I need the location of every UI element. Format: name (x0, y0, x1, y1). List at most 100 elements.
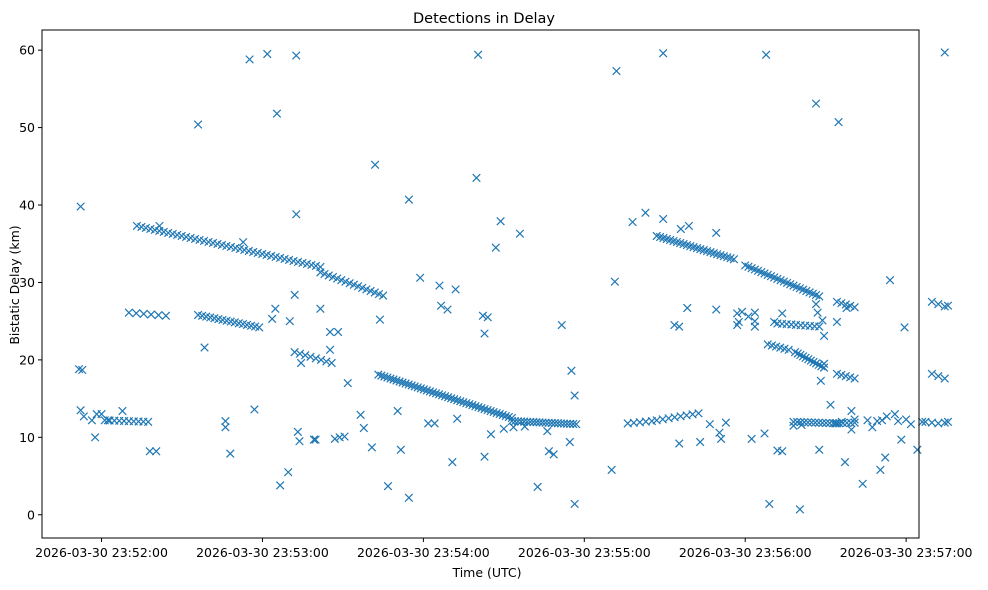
data-point (271, 304, 280, 314)
data-point (934, 299, 943, 309)
data-point (675, 322, 684, 331)
data-point (818, 418, 827, 428)
data-point (940, 418, 949, 427)
data-point (477, 403, 486, 413)
data-point (468, 400, 477, 410)
x-tick-label: 2026-03-30 23:53:00 (196, 545, 329, 560)
data-point (437, 391, 447, 400)
data-point (395, 377, 404, 386)
y-axis-label: Bistatic Delay (km) (7, 225, 22, 344)
data-point (370, 160, 380, 169)
data-point (343, 378, 352, 388)
data-point (221, 416, 230, 426)
data-point (750, 316, 760, 326)
data-point (451, 285, 460, 294)
data-point (389, 375, 398, 384)
data-point (818, 316, 827, 325)
data-point (610, 277, 620, 286)
data-point (74, 364, 84, 374)
data-point (850, 303, 859, 312)
data-point (777, 447, 787, 456)
data-point (124, 308, 134, 317)
data-point (498, 410, 507, 420)
data-point (913, 445, 922, 454)
data-point (712, 305, 721, 314)
data-point (462, 398, 471, 408)
data-point (761, 50, 771, 60)
data-point (413, 383, 423, 392)
data-point (306, 352, 315, 362)
data-point (806, 356, 816, 365)
data-point (139, 309, 148, 319)
data-point (333, 327, 343, 337)
data-point (880, 453, 890, 462)
data-point (430, 419, 439, 428)
data-point (885, 275, 895, 285)
data-point (193, 120, 203, 129)
data-point (443, 393, 453, 402)
data-point (161, 311, 171, 320)
data-point (515, 229, 525, 238)
data-point (765, 499, 774, 509)
data-point (486, 406, 495, 416)
data-point (716, 434, 726, 444)
data-point (295, 436, 304, 446)
data-point (443, 305, 452, 314)
data-point (448, 457, 457, 467)
x-axis: 2026-03-30 23:52:00 2026-03-30 23:53:00 20… (35, 538, 973, 560)
data-point (721, 418, 731, 427)
data-point (814, 360, 824, 370)
data-point (612, 66, 621, 76)
data-point (549, 450, 558, 459)
data-point (404, 493, 414, 502)
data-point (263, 49, 272, 59)
data-point (676, 224, 686, 234)
data-point (396, 445, 406, 454)
x-tick-label: 2026-03-30 23:57:00 (840, 545, 973, 560)
data-point (435, 281, 444, 290)
x-axis-label: Time (UTC) (451, 565, 521, 580)
data-point (245, 55, 254, 64)
data-point (750, 308, 760, 317)
data-point (423, 419, 433, 428)
data-point (715, 428, 724, 437)
data-point (712, 228, 721, 238)
data-point (79, 412, 89, 421)
data-point (325, 345, 335, 355)
data-point (807, 418, 816, 427)
data-point (472, 173, 481, 183)
data-point (419, 385, 429, 394)
plot-area (74, 48, 953, 514)
data-point (491, 243, 501, 252)
data-point (311, 435, 320, 444)
data-point (943, 417, 953, 427)
data-point (570, 391, 579, 400)
data-point (847, 425, 856, 434)
data-point (103, 416, 113, 425)
data-point (658, 214, 668, 224)
data-point (76, 406, 85, 415)
data-point (793, 349, 802, 358)
data-point (480, 404, 489, 414)
data-point (810, 418, 820, 427)
data-point (607, 465, 616, 475)
data-point (796, 350, 805, 360)
y-tick-label: 50 (19, 120, 35, 135)
data-point (567, 366, 576, 375)
data-point (483, 405, 492, 415)
data-point (543, 426, 552, 436)
data-point (393, 406, 402, 416)
data-point (496, 217, 505, 226)
data-point (831, 419, 840, 428)
data-point (501, 411, 511, 421)
data-point (847, 406, 856, 416)
data-point (272, 109, 282, 118)
data-point (309, 435, 319, 444)
data-point (404, 380, 413, 389)
x-tick-label: 2026-03-30 23:56:00 (679, 545, 812, 560)
data-point (471, 401, 480, 411)
data-point (478, 311, 488, 320)
data-point (846, 418, 855, 427)
data-point (803, 418, 813, 427)
data-point (568, 419, 578, 429)
